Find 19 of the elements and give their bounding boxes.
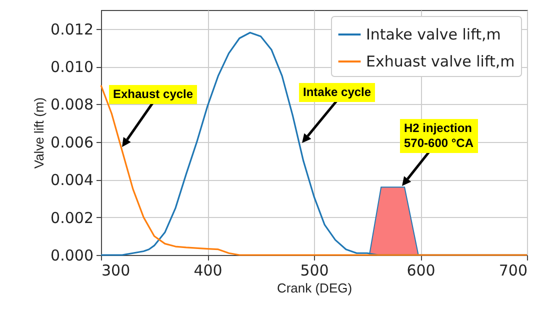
annotation: Intake cycle	[299, 82, 376, 102]
x-tick-label: 700	[498, 262, 528, 280]
y-tick-label: 0.008	[50, 96, 94, 114]
x-tick-label: 600	[406, 262, 436, 280]
x-axis-title: Crank (DEG)	[276, 280, 352, 296]
y-tick-label: 0.006	[50, 133, 94, 152]
legend-label: Exhuast valve lift,m	[366, 52, 515, 70]
y-tick-label: 0.004	[50, 171, 94, 190]
legend-label: Intake valve lift,m	[366, 26, 501, 44]
y-axis-title: Valve lift (m)	[32, 97, 47, 169]
x-tick-label: 400	[194, 262, 222, 280]
y-tick-label: 0.012	[50, 20, 94, 38]
x-tick-label: 300	[102, 262, 130, 280]
annotation: H2 injection 570-600 °CA	[400, 119, 478, 153]
y-tick-label: 0.000	[50, 246, 94, 264]
y-tick-label: 0.002	[50, 208, 94, 227]
y-tick-label: 0.010	[50, 58, 94, 76]
annotation: Exhaust cycle	[109, 84, 198, 104]
x-tick-label: 500	[300, 262, 329, 280]
